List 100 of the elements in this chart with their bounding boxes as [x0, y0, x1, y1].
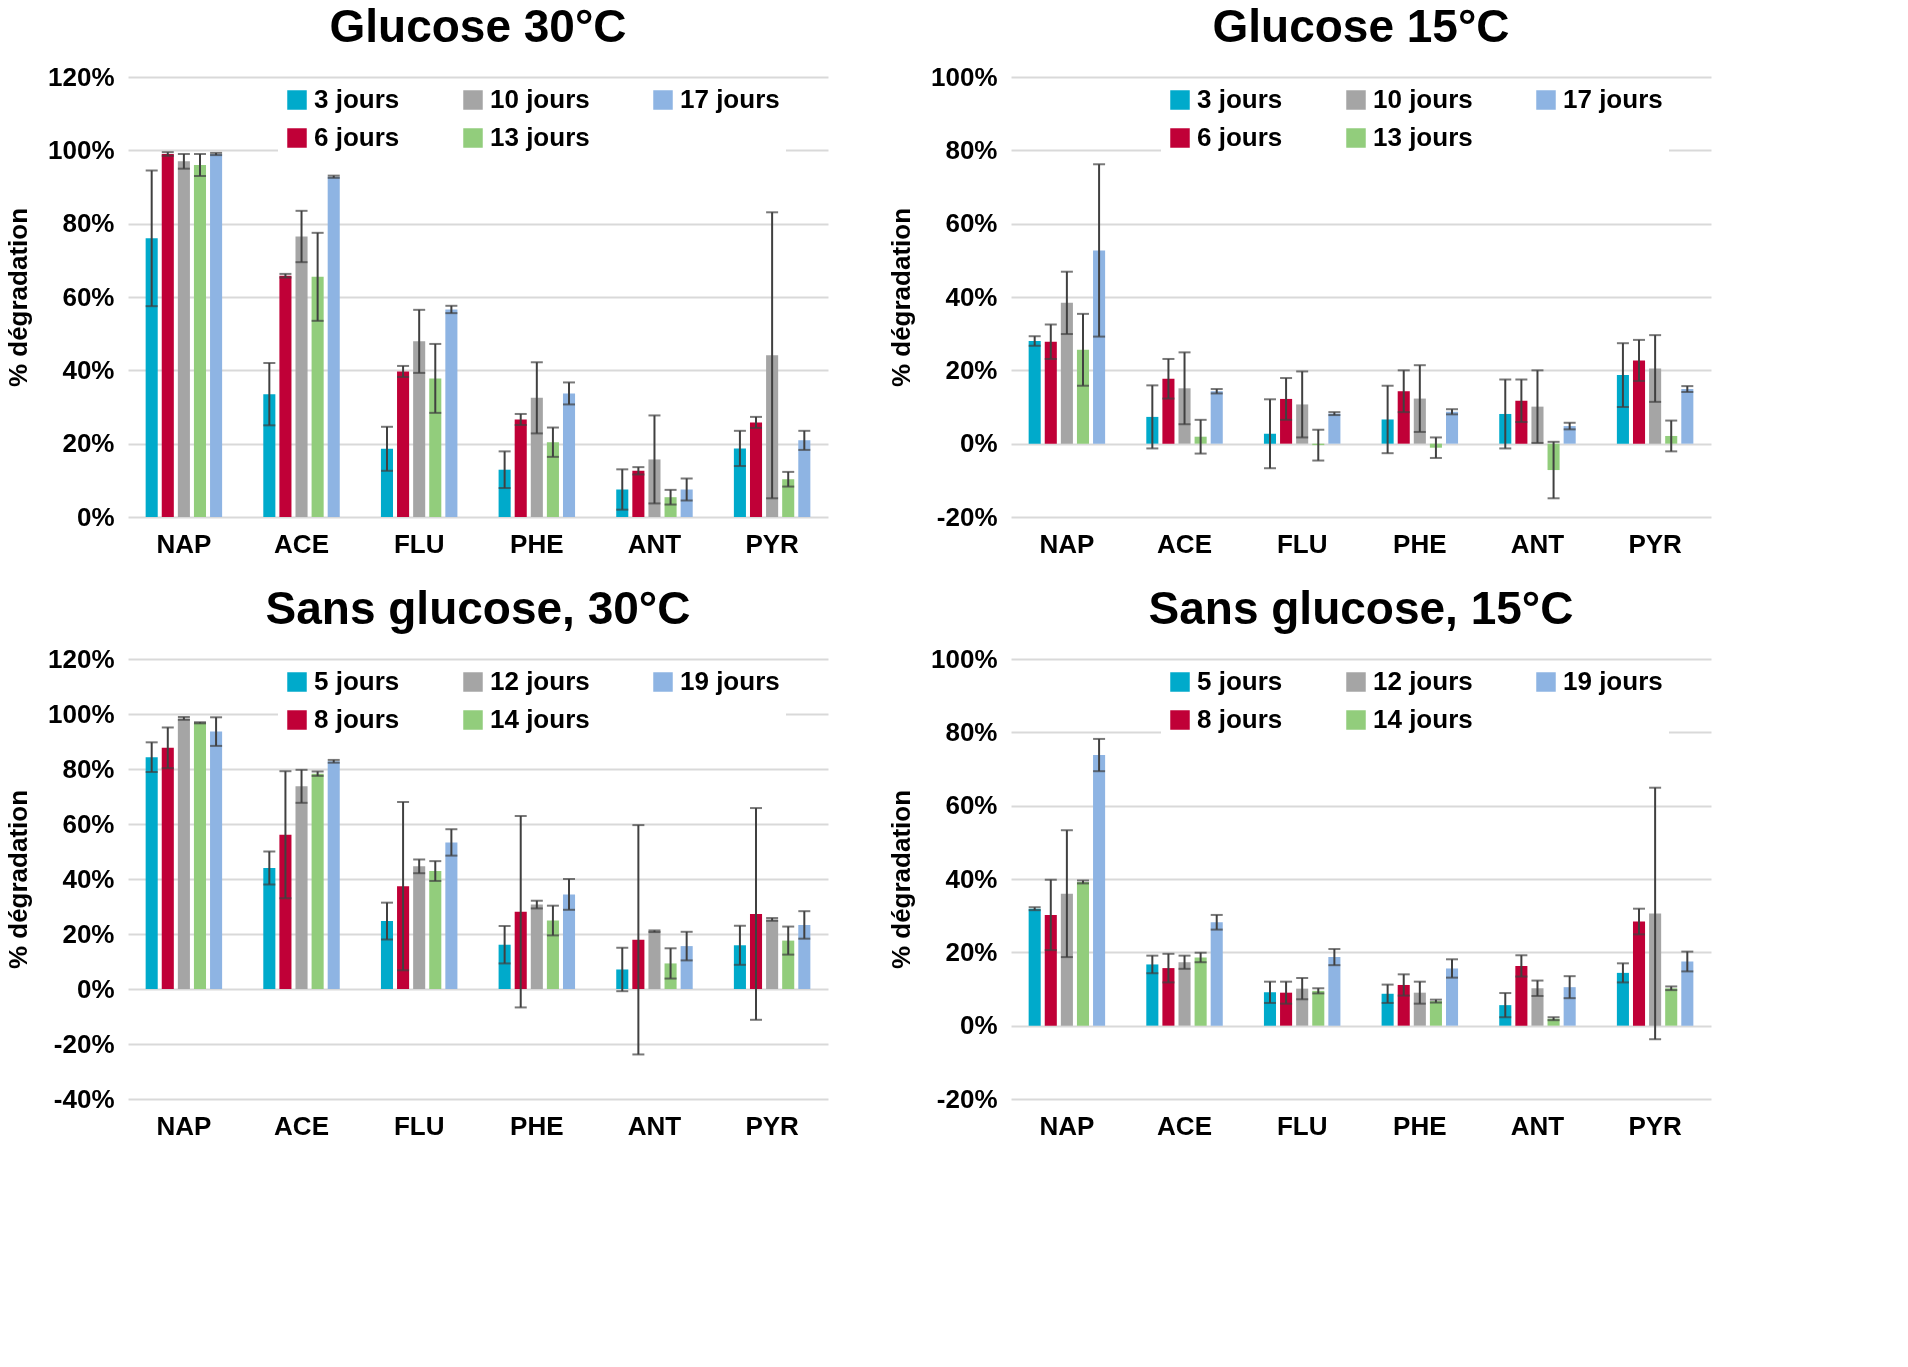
bar	[1162, 968, 1175, 1026]
y-tick-label: 120%	[48, 643, 115, 674]
y-tick-label: 80%	[62, 208, 115, 239]
bar	[1563, 987, 1576, 1026]
y-tick-label: 20%	[62, 428, 115, 459]
bar	[514, 419, 527, 517]
x-tick-label: FLU	[1276, 1110, 1328, 1141]
x-tick-label: NAP	[156, 528, 212, 559]
x-tick-label: ANT	[627, 528, 682, 559]
bar	[263, 394, 276, 517]
bar	[1445, 968, 1459, 1026]
bar	[295, 236, 308, 517]
bar	[429, 378, 442, 517]
bar	[680, 946, 693, 989]
legend-label: 19 jours	[1563, 666, 1663, 696]
x-tick-label: PHE	[1393, 1110, 1447, 1141]
y-tick-label: 0%	[959, 428, 998, 459]
y-tick-label: 100%	[931, 643, 998, 674]
legend-label: 6 jours	[314, 122, 400, 152]
y-tick-label: 0%	[959, 1010, 998, 1041]
bar	[397, 371, 410, 517]
legend-label: 19 jours	[680, 666, 780, 696]
bar	[1060, 893, 1073, 1026]
y-tick-label: 120%	[48, 61, 115, 92]
bar	[530, 397, 543, 517]
bar	[782, 479, 795, 517]
bar	[161, 747, 174, 989]
bar	[380, 921, 394, 989]
bar	[429, 871, 442, 989]
bar	[798, 440, 811, 517]
bar	[562, 894, 576, 989]
bar	[1060, 302, 1073, 444]
y-tick-label: 60%	[945, 790, 998, 821]
y-tick-label: 40%	[62, 863, 115, 894]
bar	[1649, 368, 1662, 444]
bar	[263, 868, 276, 989]
legend-label: 13 jours	[1373, 122, 1473, 152]
chart-title: Glucose 15°C	[1212, 0, 1510, 52]
bar	[1616, 972, 1629, 1026]
bar	[177, 718, 190, 989]
y-tick-label: 60%	[945, 208, 998, 239]
bar	[1044, 341, 1057, 444]
bar	[733, 448, 746, 517]
bar	[546, 920, 559, 989]
x-tick-label: NAP	[1039, 528, 1095, 559]
bar	[1632, 360, 1646, 444]
y-tick-label: 0%	[76, 501, 115, 532]
bar	[498, 944, 511, 989]
x-tick-label: ACE	[1157, 528, 1212, 559]
y-tick-label: 40%	[945, 863, 998, 894]
x-tick-label: ANT	[1510, 528, 1565, 559]
bar	[1076, 881, 1090, 1026]
bar	[210, 731, 223, 989]
x-tick-label: FLU	[393, 1110, 445, 1141]
y-tick-label: 40%	[945, 281, 998, 312]
y-tick-label: -20%	[53, 1028, 115, 1059]
legend-label: 12 jours	[490, 666, 590, 696]
x-tick-label: NAP	[1039, 1110, 1095, 1141]
bar	[279, 834, 292, 989]
bar	[1093, 755, 1106, 1026]
bar	[648, 931, 661, 989]
bar	[1028, 341, 1041, 444]
bar	[210, 154, 223, 517]
legend-label: 13 jours	[490, 122, 590, 152]
bar	[177, 161, 190, 517]
bar	[1531, 988, 1544, 1026]
y-tick-label: 20%	[62, 918, 115, 949]
legend-label: 17 jours	[680, 84, 780, 114]
bar	[1681, 961, 1694, 1026]
bar	[327, 761, 340, 989]
legend-label: 12 jours	[1373, 666, 1473, 696]
y-tick-label: 60%	[62, 281, 115, 312]
bar	[498, 469, 511, 517]
bar	[145, 238, 158, 517]
x-tick-label: PYR	[745, 1110, 800, 1141]
y-tick-label: 100%	[48, 134, 115, 165]
x-tick-label: FLU	[1276, 528, 1328, 559]
bar	[1397, 984, 1410, 1026]
bar	[546, 442, 559, 517]
bar	[193, 165, 207, 517]
y-tick-label: 100%	[931, 61, 998, 92]
legend-label: 6 jours	[1197, 122, 1283, 152]
bar	[1328, 413, 1341, 444]
y-tick-label: 80%	[945, 716, 998, 747]
bar	[782, 940, 795, 989]
bar	[1194, 957, 1207, 1026]
bar	[413, 341, 426, 517]
legend-label: 10 jours	[490, 84, 590, 114]
bar	[445, 842, 458, 989]
bar	[766, 919, 779, 989]
bar	[1028, 908, 1041, 1026]
legend-label: 14 jours	[490, 704, 590, 734]
y-tick-label: -40%	[53, 1083, 115, 1114]
chart-title: Sans glucose, 30°C	[265, 582, 691, 634]
x-tick-label: PYR	[1628, 528, 1683, 559]
bar	[1429, 1001, 1442, 1026]
bar	[295, 786, 308, 989]
x-tick-label: PYR	[1628, 1110, 1683, 1141]
bar	[1515, 965, 1528, 1026]
bar	[161, 154, 174, 517]
